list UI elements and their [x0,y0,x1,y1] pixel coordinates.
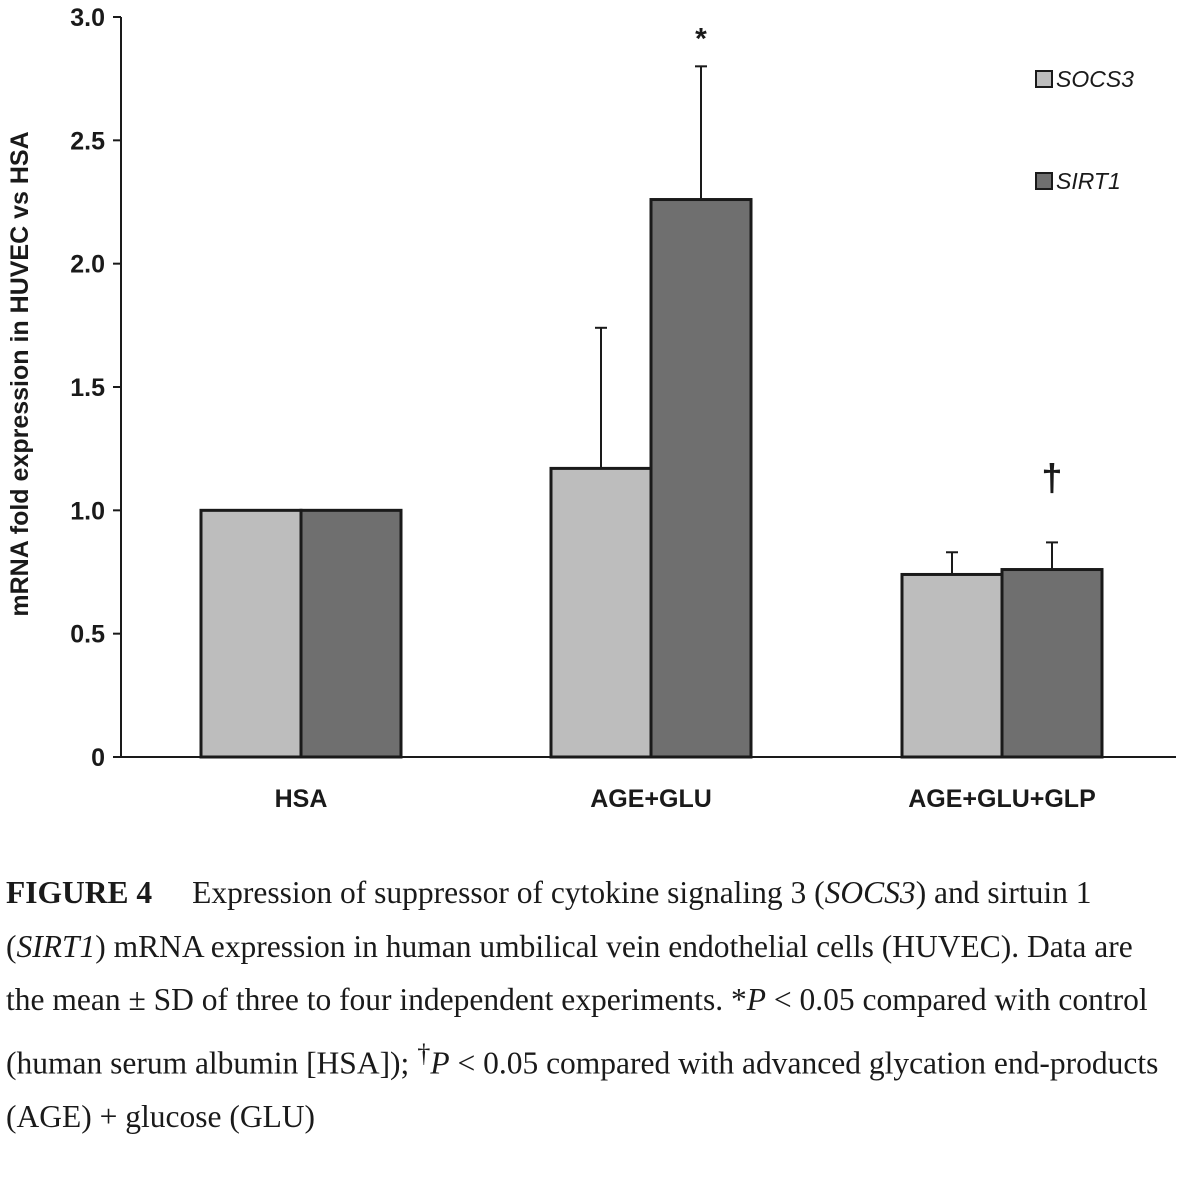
caption-text-3: ) mRNA expression in human umbilical vei… [6,928,1133,1018]
caption-gene-socs3: SOCS3 [824,875,916,910]
caption-p-symbol-1: P [746,982,766,1017]
caption-dagger: † [417,1038,431,1068]
legend-swatch-socs3 [1035,70,1053,88]
figure-caption: FIGURE 4 Expression of suppressor of cyto… [6,866,1176,1143]
caption-text-2: ) and sirtuin 1 ( [6,875,1092,964]
bar-socs3-age-glu [549,466,653,759]
bar-chart: mRNA fold expression in HUVEC vs HSA 0 0.… [6,4,1176,813]
legend-label-sirt1: SIRT1 [1056,168,1121,194]
x-category-label: AGE+GLU [590,785,712,813]
bar-sirt1-hsa [299,508,403,759]
legend-label-socs3: SOCS3 [1056,66,1134,92]
x-axis-labels: HSA AGE+GLU AGE+GLU+GLP [275,785,1096,813]
y-tick-label: 2.5 [70,127,105,155]
y-axis-title: mRNA fold expression in HUVEC vs HSA [6,131,34,616]
legend: SOCS3 SIRT1 [1035,66,1134,194]
y-tick-label: 0.5 [70,621,105,649]
dagger-annotation: † [1041,457,1062,499]
caption-text-1: Expression of suppressor of cytokine sig… [192,875,825,910]
y-tick-label: 0 [91,744,105,772]
figure-label: FIGURE 4 [6,875,153,910]
caption-text-4: < 0.05 compared with control (human seru… [6,982,1148,1080]
y-tick-label: 1.5 [70,374,105,402]
bar-sirt1-age-glu [649,198,753,759]
bars [199,198,1104,759]
bar-sirt1-age-glu-glp [1000,568,1104,759]
y-tick-label: 1.0 [70,497,105,525]
bar-socs3-age-glu-glp [900,572,1004,759]
y-tick-label: 3.0 [70,4,105,32]
x-category-label: AGE+GLU+GLP [908,785,1096,813]
y-tick-label: 2.0 [70,251,105,279]
caption-p-symbol-2: P [430,1045,450,1080]
asterisk-annotation: * [695,22,707,55]
x-category-label: HSA [275,785,328,813]
caption-text-5: < 0.05 compared with advanced glycation … [6,1045,1159,1134]
bar-socs3-hsa [199,508,303,759]
legend-swatch-sirt1 [1035,172,1053,190]
error-bars [595,65,1058,575]
caption-gene-sirt1: SIRT1 [16,928,96,964]
annotations: *† [695,22,1062,499]
y-axis-ticks: 0 0.5 1.0 1.5 2.0 2.5 3.0 [70,4,121,772]
